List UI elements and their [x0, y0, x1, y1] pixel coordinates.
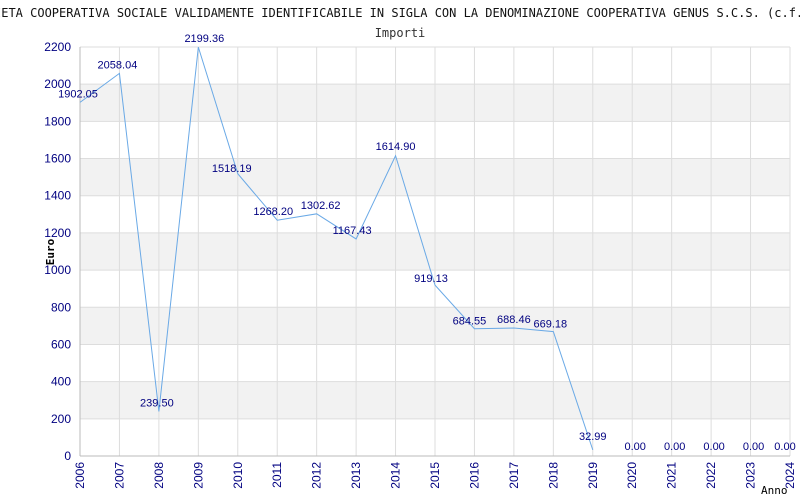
x-tick-label: 2015: [428, 462, 442, 489]
y-axis-label: Euro: [44, 238, 57, 265]
data-label: 1614.90: [376, 141, 416, 153]
data-label: 239.50: [140, 397, 174, 409]
x-tick-label: 2021: [665, 462, 679, 489]
x-tick-label: 2007: [112, 462, 126, 489]
chart-title: IETA COOPERATIVA SOCIALE VALIDAMENTE IDE…: [0, 6, 800, 20]
series-line: [79, 46, 594, 451]
y-tick-label: 600: [51, 337, 71, 351]
y-tick-label: 1400: [44, 189, 71, 203]
x-tick-label: 2024: [783, 462, 797, 489]
data-label: 0.00: [703, 441, 724, 453]
y-tick-label: 200: [51, 412, 71, 426]
x-tick-label: 2018: [546, 462, 560, 489]
y-tick-label: 400: [51, 375, 71, 389]
y-tick-label: 800: [51, 300, 71, 314]
x-tick-label: 2022: [704, 462, 718, 489]
y-tick-label: 2200: [44, 40, 71, 54]
x-tick-label: 2019: [586, 462, 600, 489]
chart-subtitle: Importi: [375, 26, 426, 40]
x-tick-label: 2009: [191, 462, 205, 489]
data-label: 2058.04: [98, 59, 138, 71]
y-tick-label: 0: [64, 449, 71, 463]
y-tick-label: 1800: [44, 114, 71, 128]
data-label: 688.46: [497, 314, 531, 326]
data-label: 919.13: [414, 273, 448, 285]
data-label: 669.18: [534, 319, 568, 331]
data-label: 0.00: [743, 441, 764, 453]
x-tick-label: 2014: [389, 462, 403, 489]
data-label: 1167.43: [333, 225, 372, 237]
x-axis-label: Anno: [761, 484, 788, 497]
data-labels: 1902.05 2058.04 239.50 2199.36 1518.19 1268.2…: [58, 33, 796, 453]
data-label: 1302.62: [301, 200, 341, 212]
x-tick-label: 2006: [73, 462, 87, 489]
y-tick-label: 1200: [44, 226, 71, 240]
y-tick-label: 1000: [44, 263, 71, 277]
data-label: 1902.05: [58, 88, 98, 100]
data-label: 2199.36: [184, 33, 224, 45]
data-label: 32.99: [579, 431, 607, 443]
x-tick-label: 2012: [310, 462, 324, 489]
x-tick-label: 2017: [507, 462, 521, 489]
x-tick-label: 2011: [270, 462, 284, 488]
x-tick-label: 2020: [625, 462, 639, 489]
y-tick-label: 2000: [44, 77, 71, 91]
data-label: 1268.20: [253, 206, 293, 218]
grid-lines: [79, 46, 791, 457]
x-tick-labels: 2006 2007 2008 2009 2010 2011 2012 2013 2014 2015…: [73, 462, 797, 489]
x-tick-label: 2013: [349, 462, 363, 489]
x-tick-label: 2023: [744, 462, 758, 489]
data-label: 0.00: [774, 441, 795, 453]
x-tick-label: 2010: [231, 462, 245, 489]
data-label: 1518.19: [212, 163, 252, 175]
x-tick-label: 2016: [467, 462, 481, 489]
y-tick-label: 1600: [44, 152, 71, 166]
x-tick-label: 2008: [152, 462, 166, 489]
data-label: 0.00: [625, 441, 646, 453]
data-label: 0.00: [664, 441, 685, 453]
y-tick-labels: 0 200 400 600 800 1000 1200 1400 1600 1800 2000 220…: [44, 40, 71, 463]
data-label: 684.55: [453, 316, 487, 328]
